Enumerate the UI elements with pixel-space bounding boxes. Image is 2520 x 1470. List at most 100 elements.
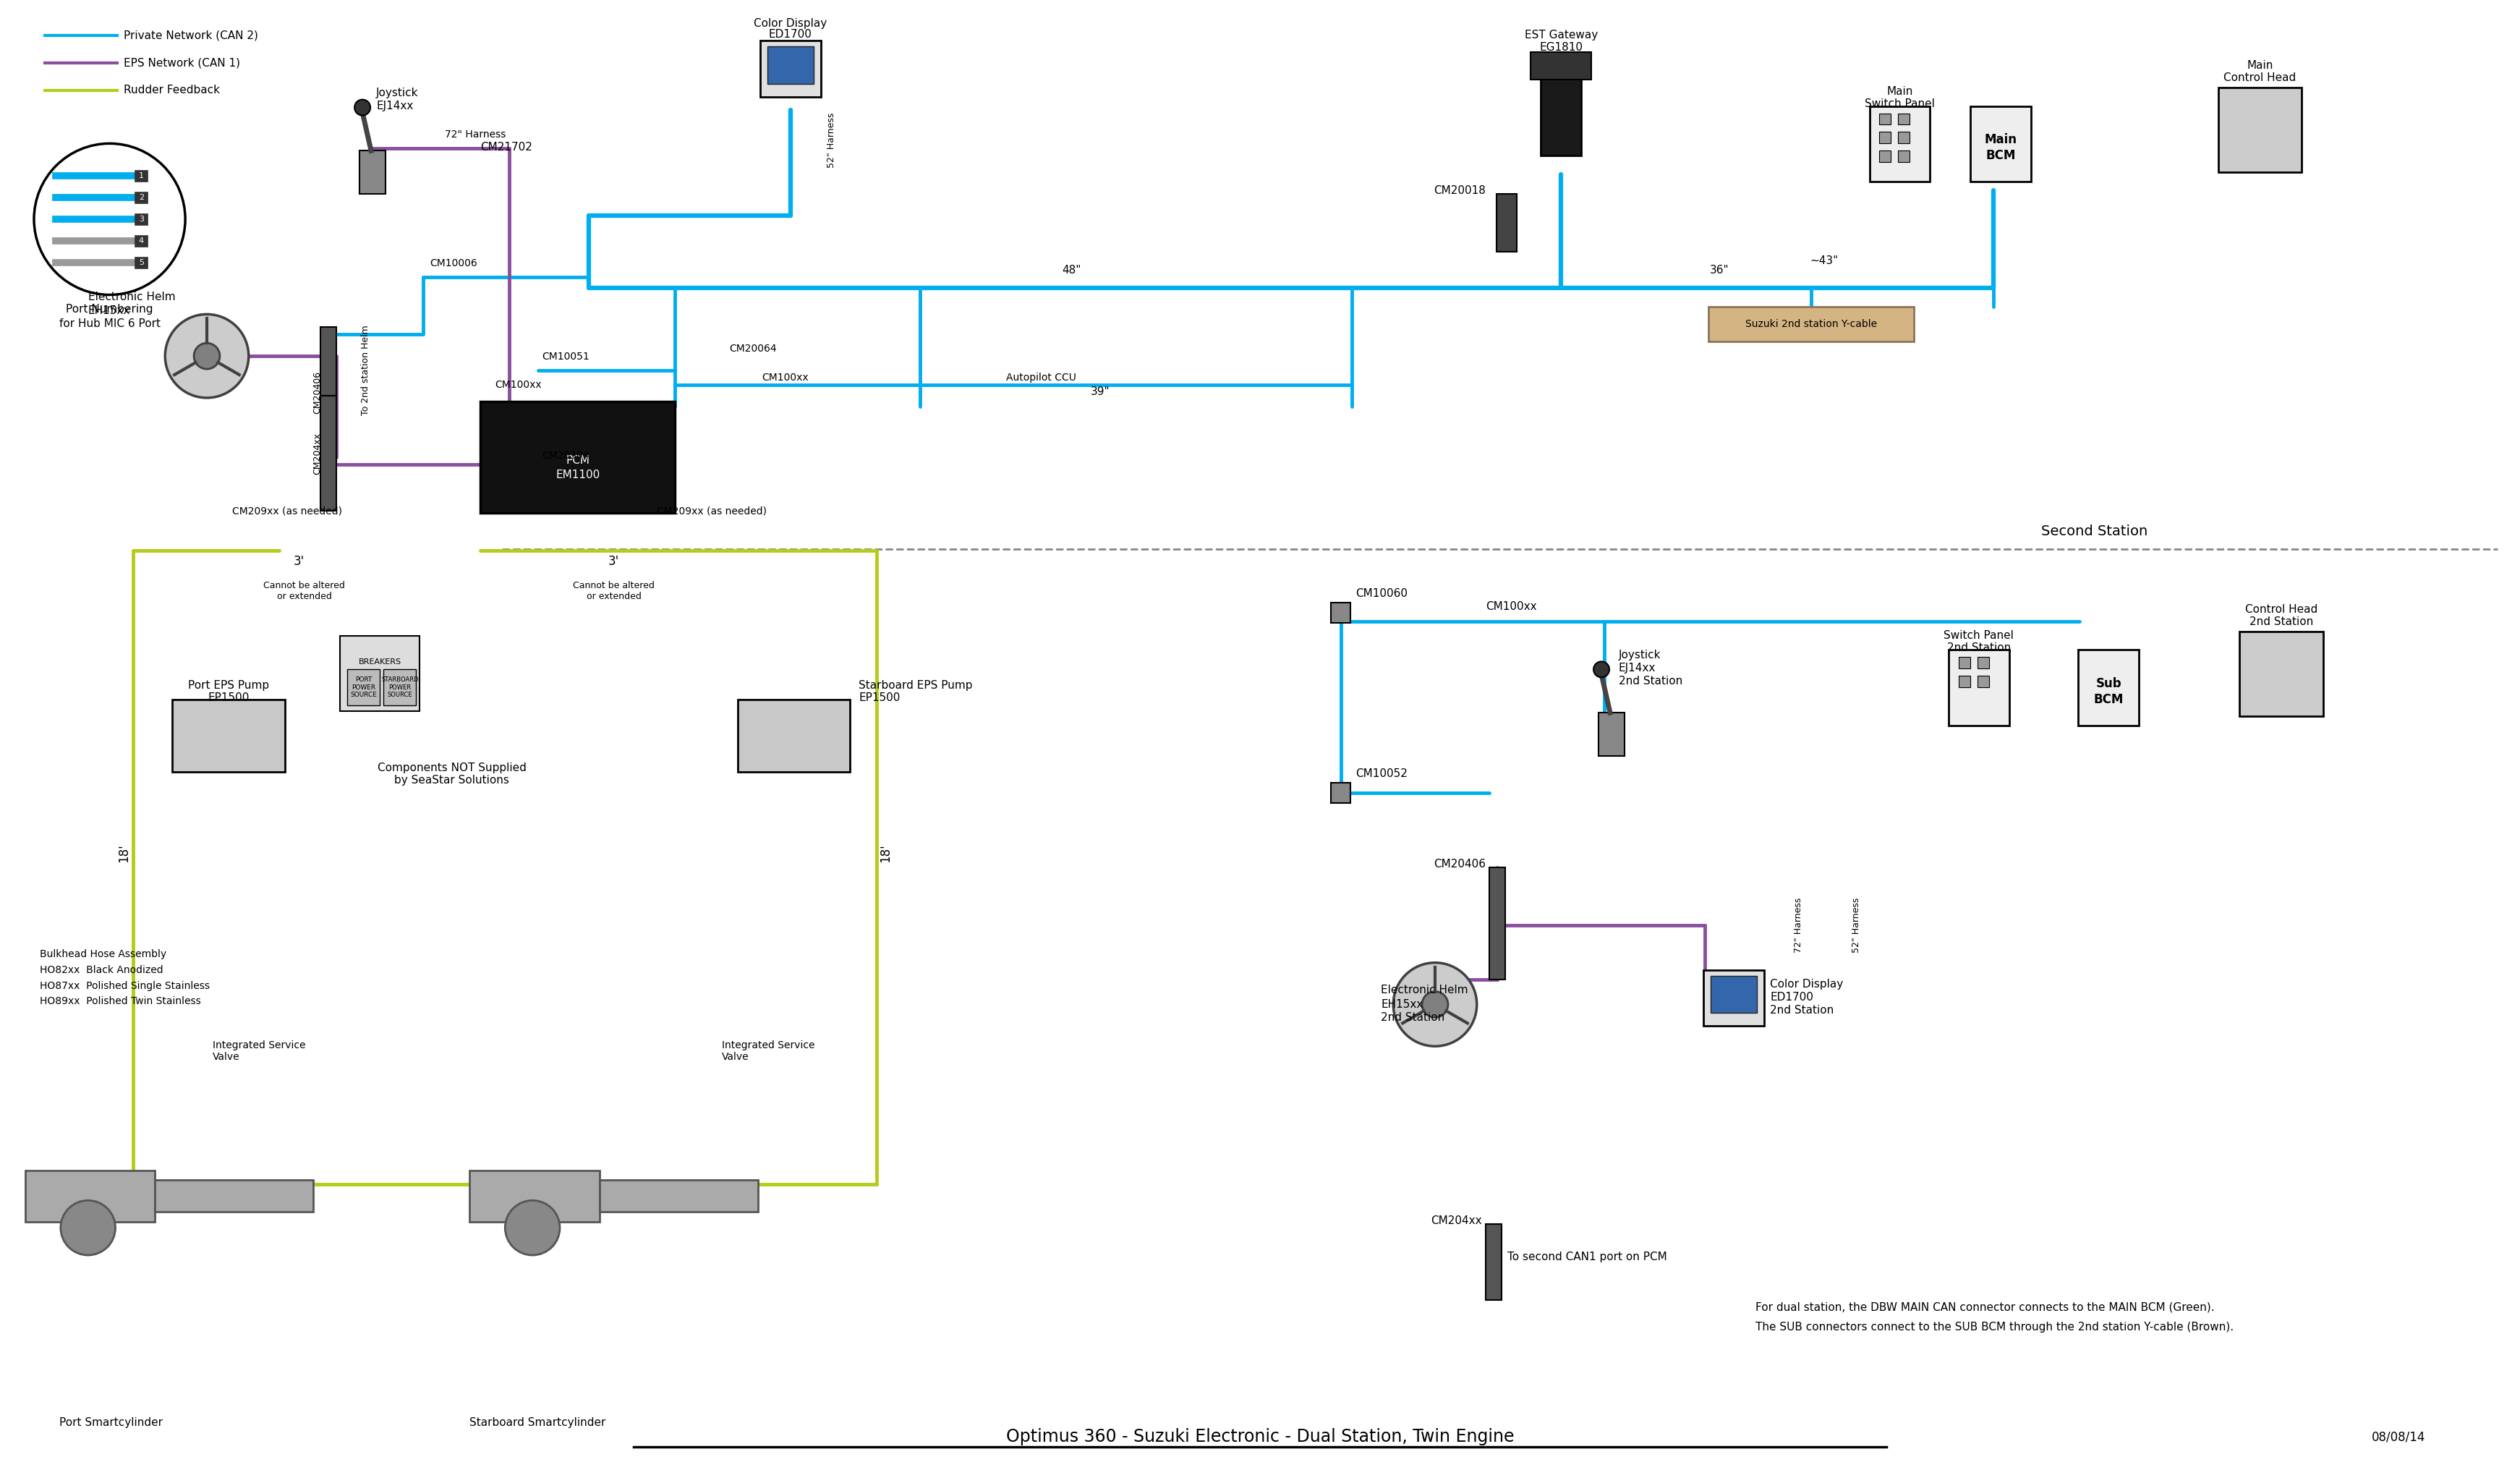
Text: HO89xx  Polished Twin Stainless: HO89xx Polished Twin Stainless bbox=[40, 997, 202, 1007]
Bar bbox=[156, 1180, 312, 1211]
Text: CM20406: CM20406 bbox=[1434, 858, 1484, 869]
Text: CM10051: CM10051 bbox=[542, 351, 590, 362]
Text: CM204xx: CM204xx bbox=[1431, 1216, 1482, 1226]
Text: EJ14xx: EJ14xx bbox=[1618, 663, 1656, 673]
Circle shape bbox=[60, 1201, 116, 1255]
Text: Starboard Smartcylinder: Starboard Smartcylinder bbox=[469, 1417, 605, 1427]
Bar bbox=[1958, 657, 1971, 669]
Text: Optimus 360 - Suzuki Electronic - Dual Station, Twin Engine: Optimus 360 - Suzuki Electronic - Dual S… bbox=[1005, 1427, 1515, 1445]
Bar bbox=[1540, 76, 1580, 156]
Text: Starboard EPS Pump: Starboard EPS Pump bbox=[859, 679, 973, 691]
Text: HO82xx  Black Anodized: HO82xx Black Anodized bbox=[40, 964, 164, 975]
Text: 2: 2 bbox=[139, 194, 144, 201]
Text: EP1500: EP1500 bbox=[207, 692, 249, 703]
Bar bbox=[2079, 650, 2139, 726]
Text: CM100xx: CM100xx bbox=[761, 372, 809, 382]
Text: 2nd Station: 2nd Station bbox=[1381, 1011, 1444, 1023]
Text: Cannot be altered
or extended: Cannot be altered or extended bbox=[262, 581, 345, 601]
Text: ED1700: ED1700 bbox=[769, 29, 811, 40]
Text: BREAKERS: BREAKERS bbox=[358, 659, 401, 666]
Bar bbox=[383, 669, 416, 706]
Text: Main: Main bbox=[1983, 134, 2016, 147]
Text: CM10060: CM10060 bbox=[1356, 588, 1409, 600]
Circle shape bbox=[194, 343, 219, 369]
Bar bbox=[136, 191, 149, 203]
Bar bbox=[481, 401, 675, 513]
Text: EP1500: EP1500 bbox=[859, 692, 900, 703]
Circle shape bbox=[33, 144, 186, 295]
Text: 2nd Station: 2nd Station bbox=[2250, 616, 2313, 628]
Text: CM209xx (as needed): CM209xx (as needed) bbox=[232, 506, 343, 516]
Bar bbox=[320, 395, 338, 512]
Text: Cannot be altered
or extended: Cannot be altered or extended bbox=[572, 581, 655, 601]
Bar bbox=[1489, 867, 1504, 979]
Text: 1: 1 bbox=[139, 172, 144, 179]
Bar bbox=[600, 1180, 759, 1211]
Text: Main: Main bbox=[2248, 60, 2273, 71]
Text: EPS Network (CAN 1): EPS Network (CAN 1) bbox=[123, 57, 239, 68]
Text: CM10006: CM10006 bbox=[431, 259, 479, 268]
Text: Rudder Feedback: Rudder Feedback bbox=[123, 85, 219, 96]
Text: HO87xx  Polished Single Stainless: HO87xx Polished Single Stainless bbox=[40, 980, 209, 991]
Bar bbox=[1898, 151, 1910, 162]
Text: To 2nd station Helm: To 2nd station Helm bbox=[360, 325, 370, 416]
Text: For dual station, the DBW MAIN CAN connector connects to the MAIN BCM (Green).: For dual station, the DBW MAIN CAN conne… bbox=[1756, 1301, 2215, 1313]
Circle shape bbox=[1593, 662, 1610, 678]
Bar bbox=[1898, 113, 1910, 125]
Bar bbox=[340, 635, 418, 711]
Text: Private Network (CAN 2): Private Network (CAN 2) bbox=[123, 29, 260, 41]
Text: CM20018: CM20018 bbox=[1434, 185, 1484, 196]
Text: ~43": ~43" bbox=[1809, 256, 1837, 266]
Bar bbox=[1704, 970, 1764, 1026]
Bar bbox=[1711, 976, 1756, 1013]
Bar bbox=[1880, 132, 1890, 144]
Bar bbox=[738, 700, 849, 772]
Text: Control Head: Control Head bbox=[2245, 604, 2318, 614]
Text: 72" Harness: 72" Harness bbox=[1794, 898, 1804, 953]
Text: Joystick: Joystick bbox=[1618, 650, 1661, 660]
Text: 52" Harness: 52" Harness bbox=[1852, 898, 1862, 953]
Bar bbox=[1497, 194, 1517, 251]
Text: Switch Panel: Switch Panel bbox=[1865, 98, 1935, 109]
Text: 08/08/14: 08/08/14 bbox=[2371, 1430, 2427, 1444]
Text: 3: 3 bbox=[139, 216, 144, 223]
Circle shape bbox=[1421, 991, 1449, 1017]
Bar bbox=[1870, 106, 1930, 182]
Bar bbox=[2218, 87, 2301, 172]
Bar bbox=[136, 235, 149, 247]
Text: 2nd Station: 2nd Station bbox=[1769, 1005, 1835, 1016]
Text: EST Gateway: EST Gateway bbox=[1525, 29, 1598, 41]
Text: CM209xx (as needed): CM209xx (as needed) bbox=[658, 506, 766, 516]
Circle shape bbox=[166, 315, 249, 398]
Text: Integrated Service
Valve: Integrated Service Valve bbox=[212, 1041, 305, 1063]
Text: ED1700: ED1700 bbox=[1769, 992, 1814, 1003]
Bar bbox=[1898, 132, 1910, 144]
Text: CM100xx: CM100xx bbox=[1484, 601, 1537, 612]
Text: To second CAN1 port on PCM: To second CAN1 port on PCM bbox=[1507, 1251, 1666, 1263]
Text: EH15xx: EH15xx bbox=[88, 306, 131, 316]
Text: Main: Main bbox=[1887, 87, 1913, 97]
Text: CM204xx: CM204xx bbox=[312, 432, 323, 475]
Text: 2nd Station: 2nd Station bbox=[1618, 676, 1683, 686]
Text: The SUB connectors connect to the SUB BCM through the 2nd station Y-cable (Brown: The SUB connectors connect to the SUB BC… bbox=[1756, 1322, 2233, 1333]
Bar bbox=[1971, 106, 2031, 182]
Text: EJ14xx: EJ14xx bbox=[375, 100, 413, 112]
Text: CM10052: CM10052 bbox=[1356, 769, 1409, 779]
Text: Port Smartcylinder: Port Smartcylinder bbox=[58, 1417, 164, 1427]
Text: Port EPS Pump: Port EPS Pump bbox=[189, 679, 270, 691]
Text: 3': 3' bbox=[607, 554, 620, 567]
Bar bbox=[1880, 151, 1890, 162]
Bar bbox=[25, 1170, 156, 1222]
Bar bbox=[2240, 631, 2323, 716]
Text: 36": 36" bbox=[1711, 265, 1729, 275]
Circle shape bbox=[355, 100, 370, 116]
Text: CM20406: CM20406 bbox=[312, 370, 323, 413]
Text: EG1810: EG1810 bbox=[1540, 43, 1583, 53]
Text: 72" Harness: 72" Harness bbox=[444, 129, 507, 140]
Bar bbox=[1530, 51, 1590, 79]
Text: 5: 5 bbox=[139, 259, 144, 266]
Text: BCM: BCM bbox=[1986, 150, 2016, 162]
Bar bbox=[1331, 782, 1351, 803]
Text: CM20064: CM20064 bbox=[728, 344, 776, 354]
Text: Components NOT Supplied
by SeaStar Solutions: Components NOT Supplied by SeaStar Solut… bbox=[378, 761, 527, 785]
